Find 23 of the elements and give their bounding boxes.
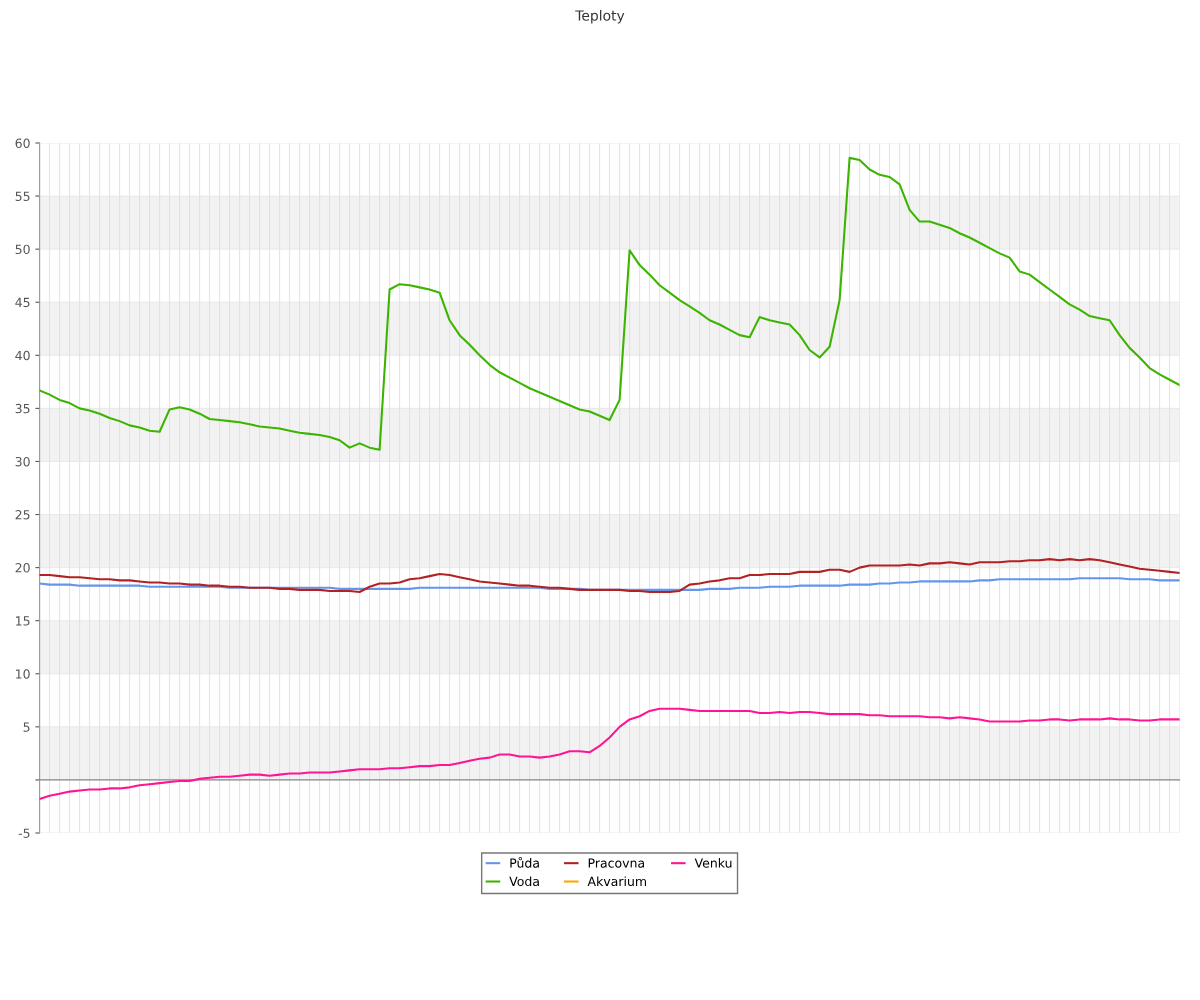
legend-label: Pracovna xyxy=(588,858,644,868)
y-tick-label: 20 xyxy=(15,563,30,573)
y-tick-label: 60 xyxy=(15,138,30,148)
y-tick-label: 40 xyxy=(15,350,30,361)
y-tick-label: 5 xyxy=(23,722,30,732)
legend-label: Venku xyxy=(694,858,732,868)
y-tick-label: 55 xyxy=(15,191,30,201)
y-tick-label: 15 xyxy=(16,616,30,626)
y-tick-label: 25 xyxy=(15,510,30,520)
legend-label: Voda xyxy=(509,876,539,887)
chart-title: Teploty xyxy=(575,10,625,24)
legend-label: Akvarium xyxy=(587,876,646,887)
y-tick-label: 45 xyxy=(15,297,30,308)
legend-label: Půda xyxy=(510,856,539,868)
y-tick-label: 50 xyxy=(15,244,30,255)
y-tick-label: 30 xyxy=(15,456,30,467)
line-series xyxy=(39,577,1180,591)
y-tick-label: 35 xyxy=(15,403,30,414)
y-tick-label: 10 xyxy=(16,669,30,679)
line-series xyxy=(39,707,1180,801)
y-tick-label: -5 xyxy=(18,828,30,838)
line-series xyxy=(39,156,1180,451)
line-series xyxy=(39,558,1180,594)
